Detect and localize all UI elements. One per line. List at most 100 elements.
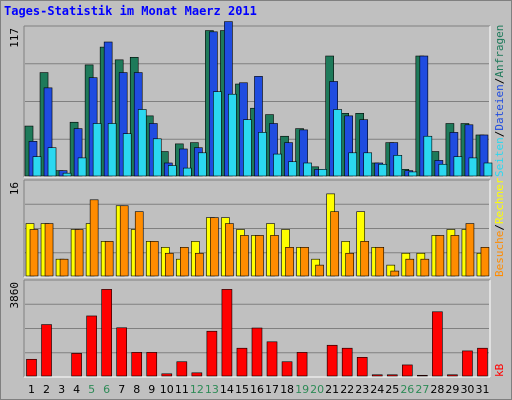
bar-seiten-day-13 [213,91,222,177]
day-label-14: 14 [220,383,234,396]
bar-besuche-day-28 [435,235,445,277]
day-label-20: 20 [310,383,324,396]
bar-kb-day-5 [86,315,97,377]
legend-item-dateien: Dateien [493,84,506,130]
bar-kb-day-22 [341,347,353,377]
bar-besuche-day-3 [59,258,69,277]
bar-seiten-day-12 [198,152,207,177]
bar-kb-day-23 [356,357,368,377]
bar-kb-day-24 [371,374,383,377]
bar-besuche-day-16 [255,235,264,277]
day-label-17: 17 [265,383,279,396]
bar-seiten-day-5 [92,123,102,177]
bar-kb-day-19 [296,352,308,377]
legend: Besuche/Rechner [493,177,506,277]
bar-kb-day-4 [71,353,82,377]
legend-item-kb: kB [493,363,506,377]
day-label-27: 27 [415,383,429,396]
chart-title: Tages-Statistik im Monat Maerz 2011 [4,4,257,18]
y-max-label: 3860 [8,282,21,309]
day-label-12: 12 [190,383,204,396]
bar-besuche-day-30 [465,223,475,277]
day-label-18: 18 [280,383,294,396]
day-label-28: 28 [430,383,444,396]
day-label-13: 13 [205,383,219,396]
bar-seiten-day-8 [137,109,147,177]
day-label-23: 23 [355,383,369,396]
bar-seiten-day-25 [393,155,403,177]
day-label-8: 8 [133,383,140,396]
day-label-15: 15 [235,383,249,396]
bar-kb-day-18 [281,361,293,377]
bar-kb-day-16 [251,327,263,377]
bar-kb-day-14 [221,289,233,377]
bar-kb-day-30 [462,350,473,377]
bar-besuche-day-20 [315,264,324,277]
bar-seiten-day-21 [333,109,342,177]
bar-kb-day-10 [161,373,173,377]
bar-besuche-day-19 [300,247,309,277]
day-label-21: 21 [325,383,339,396]
day-label-11: 11 [175,383,189,396]
bar-seiten-day-26 [408,171,418,177]
day-label-3: 3 [58,383,65,396]
bar-seiten-day-18 [288,161,297,177]
day-label-10: 10 [160,383,174,396]
bar-kb-day-28 [432,311,443,377]
bar-seiten-day-2 [47,147,57,177]
day-label-31: 31 [475,383,489,396]
bar-kb-day-29 [447,374,458,377]
bar-kb-day-25 [386,374,398,377]
bar-besuche-day-5 [89,199,99,277]
bar-besuche-day-7 [119,205,129,277]
bar-besuche-day-17 [270,235,279,277]
bar-kb-day-31 [477,347,488,377]
bar-kb-day-21 [326,344,338,377]
bar-seiten-day-15 [243,119,252,177]
bar-seiten-day-22 [348,152,357,177]
bar-besuche-day-21 [330,211,339,277]
bar-besuche-day-2 [44,223,54,277]
bar-besuche-day-13 [210,217,219,277]
bar-besuche-day-15 [240,235,249,277]
bar-besuche-day-6 [104,241,114,277]
day-label-9: 9 [148,383,155,396]
bar-kb-day-12 [191,372,203,377]
day-label-16: 16 [250,383,264,396]
bar-seiten-day-19 [303,162,312,177]
bar-kb-day-2 [41,324,52,377]
bar-kb-day-26 [402,364,413,377]
bar-kb-day-9 [146,352,158,377]
bar-seiten-day-6 [107,123,117,177]
day-label-26: 26 [400,383,414,396]
bar-besuche-day-1 [29,229,39,277]
bar-kb-day-11 [176,361,188,377]
bar-besuche-day-29 [450,235,460,277]
day-axis: 1 2 3 4 5 6 7 8 9 10 11 12 13 14 15 16 17 18 19 20 21 22 23 24 2… [28,383,489,396]
bar-kb-day-27 [417,374,428,377]
bar-seiten-day-9 [152,138,162,177]
legend-separator: / [493,131,506,138]
bar-kb-day-1 [26,358,37,377]
bar-besuche-day-25 [390,270,400,277]
bar-besuche-day-4 [74,229,84,277]
hosts-visits-panel: 16 Besuche/Rechner [8,177,506,278]
day-label-19: 19 [295,383,309,396]
day-label-2: 2 [43,383,50,396]
kilobytes-panel: 3860 kB [8,279,506,378]
day-label-4: 4 [73,383,80,396]
day-label-29: 29 [445,383,459,396]
bar-besuche-day-31 [480,247,490,277]
bar-seiten-day-10 [167,165,177,177]
bar-besuche-day-14 [225,223,234,277]
legend: Seiten/Dateien/Anfragen [493,25,506,177]
legend-item-seiten: Seiten [493,137,506,177]
bar-kb-day-13 [206,330,218,377]
day-label-1: 1 [28,383,35,396]
bar-seiten-day-20 [318,169,327,177]
day-label-5: 5 [88,383,95,396]
legend-separator: / [493,224,506,231]
